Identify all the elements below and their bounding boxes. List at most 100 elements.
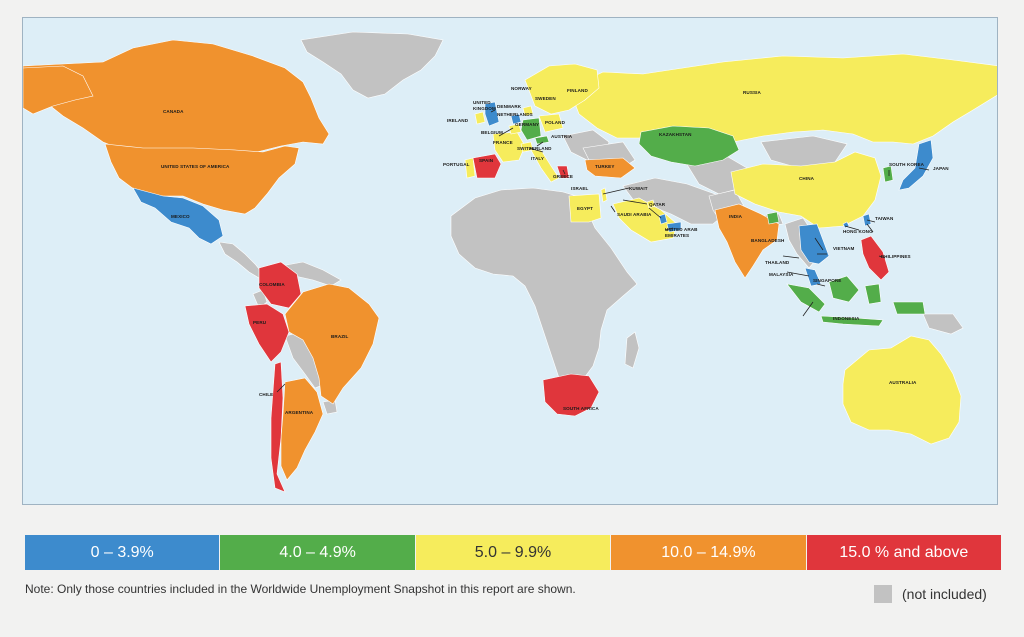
indonesia-shape-5 (892, 301, 926, 315)
brazil-shape (284, 283, 380, 405)
band-red (244, 153, 890, 493)
label-argentina: ARGENTINA (285, 410, 314, 415)
label-turkey: TURKEY (595, 164, 615, 169)
malaysia-shape (804, 267, 822, 287)
legend-band-10-14-9: 10.0 – 14.9% (611, 535, 807, 570)
label-saudi-arabia: SAUDI ARABIA (617, 212, 652, 217)
legend-band-0-3-9: 0 – 3.9% (25, 535, 221, 570)
label-united-kingdom-1: UNITED (473, 100, 491, 105)
scandinavia-shape (524, 63, 600, 115)
label-poland: POLAND (545, 120, 566, 125)
label-chile: CHILE (259, 392, 273, 397)
label-greece: GREECE (553, 174, 573, 179)
mexico-shape (132, 187, 224, 245)
label-peru: PERU (253, 320, 267, 325)
indonesia-shape-4 (864, 283, 882, 305)
label-united-kingdom-2: KINGDOM (473, 106, 496, 111)
indonesia-shape-1 (786, 283, 826, 313)
label-thailand: THAILAND (765, 260, 790, 265)
footnote: Note: Only those countries included in t… (25, 582, 576, 596)
japan-shape (898, 139, 934, 191)
label-italy: ITALY (531, 156, 544, 161)
south-korea-shape (882, 165, 894, 183)
spain-shape (472, 153, 502, 179)
label-indonesia: INDONESIA (833, 316, 860, 321)
label-philippines: PHILIPPINES (881, 254, 911, 259)
bangladesh-shape (766, 211, 780, 225)
south-africa-shape (542, 373, 600, 417)
label-taiwan: TAIWAN (875, 216, 894, 221)
india-shape (714, 203, 780, 279)
peru-shape (244, 303, 290, 363)
label-uae-1: UNITED ARAB (665, 227, 698, 232)
colombia-shape (258, 261, 302, 309)
label-south-africa: SOUTH AFRICA (563, 406, 599, 411)
label-ireland: IRELAND (447, 118, 469, 123)
label-kuwait: KUWAIT (629, 186, 648, 191)
label-netherlands: NETHERLANDS (497, 112, 533, 117)
label-spain: SPAIN (479, 158, 494, 163)
venezuela-guianas (280, 261, 342, 287)
label-brazil: BRAZIL (331, 334, 349, 339)
central-america (218, 241, 264, 279)
kuwait-shape (646, 199, 656, 209)
china-shape (730, 151, 882, 229)
label-colombia: COLOMBIA (259, 282, 285, 287)
label-bangladesh: BANGLADESH (751, 238, 785, 243)
label-vietnam: VIETNAM (833, 246, 854, 251)
australia-shape (842, 335, 962, 445)
label-canada: CANADA (163, 109, 184, 114)
israel-shape (600, 187, 608, 203)
africa (450, 187, 638, 389)
germany-shape (520, 117, 542, 141)
label-switzerland: SWITZERLAND (517, 146, 552, 151)
not-included-label: (not included) (902, 586, 987, 602)
not-included-swatch (874, 585, 892, 603)
label-south-korea: SOUTH KOREA (889, 162, 925, 167)
band-orange (23, 39, 780, 481)
label-singapore: SINGAPORE (813, 278, 841, 283)
band-yellow (464, 53, 997, 445)
label-belgium: BELGIUM (481, 130, 503, 135)
indonesia-shape-3 (820, 315, 884, 327)
alaska-shape (23, 65, 94, 115)
saudi-shape (612, 197, 678, 243)
legend-band-15-plus: 15.0 % and above (806, 535, 1002, 570)
russia-shape (568, 53, 997, 145)
canada-shape (23, 39, 330, 153)
label-japan: JAPAN (933, 166, 949, 171)
legend-band-4-4-9: 4.0 – 4.9% (220, 535, 416, 570)
label-norway: NORWAY (511, 86, 532, 91)
turkey-shape (584, 157, 636, 179)
italy-shape (530, 149, 560, 183)
label-egypt: EGYPT (577, 206, 593, 211)
label-israel: ISRAEL (571, 186, 589, 191)
portugal-shape (464, 157, 476, 179)
chile-shape (270, 361, 286, 493)
label-uae-2: EMIRATES (665, 233, 689, 238)
not-included-key: (not included) (874, 585, 987, 603)
kazakhstan-shape (638, 125, 740, 167)
country-labels: CANADA UNITED STATES OF AMERICA MEXICO C… (161, 86, 949, 415)
label-australia: AUSTRALIA (889, 380, 917, 385)
ireland-shape (474, 111, 486, 125)
belgium-shape (508, 123, 522, 135)
uk-shape (484, 101, 500, 127)
world-map: CANADA UNITED STATES OF AMERICA MEXICO C… (22, 17, 998, 505)
egypt-shape (568, 193, 602, 223)
label-mexico: MEXICO (171, 214, 190, 219)
label-hong-kong: HONG KONG (843, 229, 873, 234)
philippines-shape (860, 235, 890, 281)
label-portugal: PORTUGAL (443, 162, 470, 167)
indonesia-shape-2 (828, 275, 860, 303)
qatar-shape (658, 213, 668, 225)
label-usa: UNITED STATES OF AMERICA (161, 164, 230, 169)
label-malaysia: MALAYSIA (769, 272, 794, 277)
label-india: INDIA (729, 214, 743, 219)
papua (922, 313, 964, 335)
legend-band-5-9-9: 5.0 – 9.9% (415, 535, 612, 570)
madagascar (624, 331, 640, 369)
label-austria: AUSTRIA (551, 134, 573, 139)
argentina-shape (280, 377, 324, 481)
label-france: FRANCE (493, 140, 513, 145)
